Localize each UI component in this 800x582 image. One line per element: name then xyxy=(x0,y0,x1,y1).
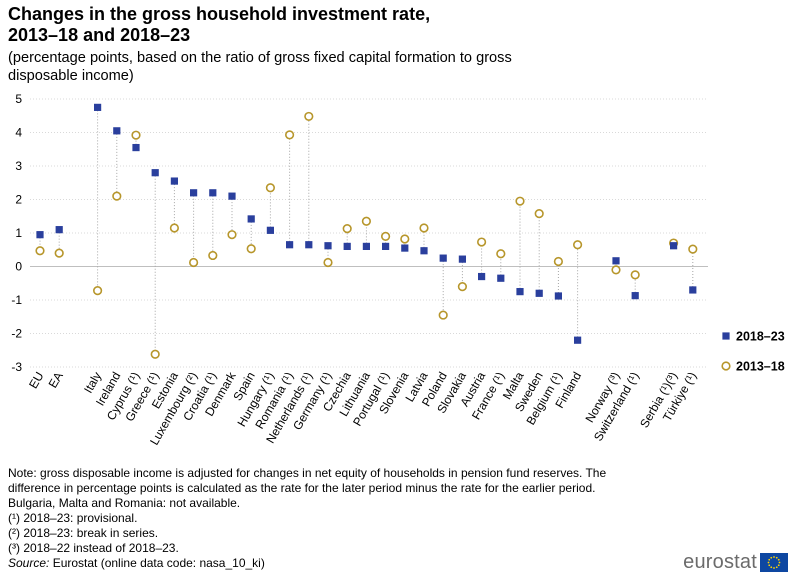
footnote-2: (²) 2018–23: break in series. xyxy=(8,526,159,540)
y-tick-label: -3 xyxy=(11,360,22,374)
point-2013-18 xyxy=(515,196,525,206)
source-line: Source: Eurostat (online data code: nasa… xyxy=(8,556,638,571)
point-2018-23 xyxy=(113,127,121,135)
point-2018-23 xyxy=(631,292,639,300)
point-2018-23 xyxy=(343,242,351,250)
legend-marker-2018-23 xyxy=(722,332,730,340)
point-2018-23 xyxy=(362,242,370,250)
legend-label-2018-23: 2018–23 xyxy=(736,330,785,344)
point-2018-23 xyxy=(554,292,562,300)
point-2018-23 xyxy=(516,288,524,296)
point-2013-18 xyxy=(265,183,276,193)
y-tick-label: 2 xyxy=(15,193,22,207)
point-2018-23 xyxy=(132,143,140,152)
chart-subtitle-line1: (percentage points, based on the ratio o… xyxy=(8,50,512,66)
point-2013-18 xyxy=(438,310,448,320)
y-tick-label: -2 xyxy=(11,327,22,341)
logo-text: eurostat xyxy=(683,551,757,573)
point-2013-18 xyxy=(35,246,45,256)
chart-title: Changes in the gross household investmen… xyxy=(8,4,628,46)
point-2018-23 xyxy=(209,189,217,197)
point-2013-18 xyxy=(304,111,314,122)
eu-flag-icon xyxy=(760,553,788,572)
notes-block: Note: gross disposable income is adjuste… xyxy=(8,466,638,571)
point-2013-18 xyxy=(630,270,640,280)
point-2018-23 xyxy=(670,242,678,250)
point-2018-23 xyxy=(286,241,294,249)
point-2013-18 xyxy=(688,244,698,254)
point-2013-18 xyxy=(457,282,468,292)
point-2013-18 xyxy=(419,223,429,233)
y-tick-label: 5 xyxy=(15,92,22,106)
point-2013-18 xyxy=(323,257,333,268)
y-tick-label: 1 xyxy=(15,226,22,240)
x-tick-label: EU xyxy=(26,370,46,391)
point-2013-18 xyxy=(400,234,410,244)
point-2018-23 xyxy=(151,169,159,177)
footnote-3: (³) 2018–22 instead of 2018–23. xyxy=(8,541,179,555)
point-2018-23 xyxy=(170,177,178,185)
point-2013-18 xyxy=(92,286,103,296)
chart-title-line1: Changes in the gross household investmen… xyxy=(8,4,431,24)
chart-subtitle-line2: disposable income) xyxy=(8,68,134,84)
point-2018-23 xyxy=(497,274,505,282)
point-2018-23 xyxy=(382,242,390,250)
point-2018-23 xyxy=(689,286,697,294)
point-2013-18 xyxy=(189,257,199,268)
legend-marker-2013-18 xyxy=(721,361,731,371)
point-2018-23 xyxy=(324,242,332,250)
point-2013-18 xyxy=(131,130,141,140)
point-2018-23 xyxy=(458,255,466,263)
point-2013-18 xyxy=(477,237,487,247)
note-line-3: Bulgaria, Malta and Romania: not availab… xyxy=(8,496,241,510)
point-2018-23 xyxy=(247,215,255,223)
point-2013-18 xyxy=(572,240,583,250)
point-2013-18 xyxy=(342,224,352,234)
point-2013-18 xyxy=(381,231,391,241)
point-2013-18 xyxy=(169,223,179,233)
point-2013-18 xyxy=(246,244,256,254)
note-line-2: difference in percentage points is calcu… xyxy=(8,481,596,495)
source-text: Eurostat (online data code: nasa_10_ki) xyxy=(49,556,265,570)
point-2018-23 xyxy=(574,336,582,344)
eurostat-logo: eurostat xyxy=(683,551,788,574)
chart-subtitle: (percentage points, based on the ratio o… xyxy=(8,49,628,85)
point-2018-23 xyxy=(228,192,236,200)
point-2018-23 xyxy=(266,226,274,234)
point-2013-18 xyxy=(112,191,122,201)
point-2013-18 xyxy=(227,230,237,240)
x-tick-label: EA xyxy=(46,370,66,391)
note-line-1: Note: gross disposable income is adjuste… xyxy=(8,466,607,480)
point-2013-18 xyxy=(150,349,160,359)
point-2018-23 xyxy=(55,226,63,234)
point-2013-18 xyxy=(361,216,372,226)
point-2018-23 xyxy=(535,289,543,297)
point-2018-23 xyxy=(94,103,102,111)
point-2018-23 xyxy=(420,247,428,255)
y-tick-label: 0 xyxy=(15,260,22,274)
source-label: Source: xyxy=(8,556,50,570)
point-2013-18 xyxy=(285,130,295,140)
point-2018-23 xyxy=(439,254,447,262)
point-2013-18 xyxy=(553,256,564,267)
point-2018-23 xyxy=(401,244,409,252)
point-2013-18 xyxy=(496,249,506,259)
y-tick-label: 3 xyxy=(15,159,22,173)
legend-label-2013-18: 2013–18 xyxy=(736,360,785,374)
point-2013-18 xyxy=(611,265,621,275)
point-2018-23 xyxy=(36,231,44,239)
y-tick-label: 4 xyxy=(15,126,22,140)
point-2018-23 xyxy=(190,189,198,197)
footnote-1: (¹) 2018–23: provisional. xyxy=(8,511,138,525)
chart-title-line2: 2013–18 and 2018–23 xyxy=(8,25,191,45)
y-tick-label: -1 xyxy=(11,293,22,307)
point-2013-18 xyxy=(208,250,218,261)
point-2018-23 xyxy=(305,241,313,249)
point-2013-18 xyxy=(534,208,544,219)
point-2018-23 xyxy=(612,257,620,265)
point-2018-23 xyxy=(478,272,486,281)
point-2013-18 xyxy=(54,248,64,258)
